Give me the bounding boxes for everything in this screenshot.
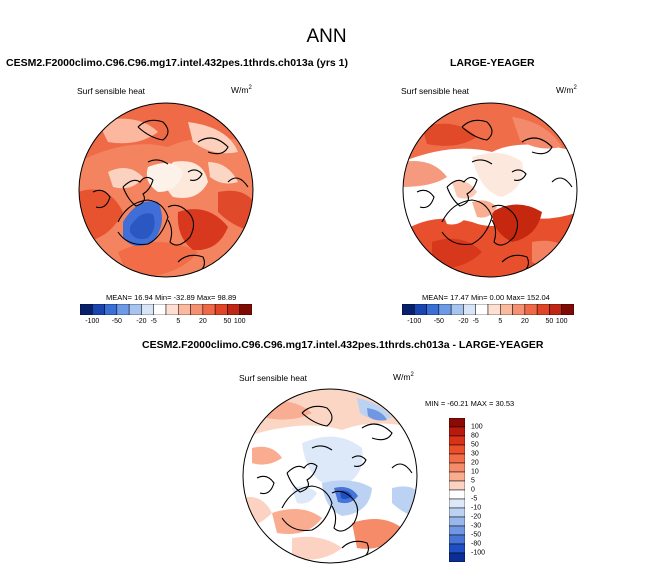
colorbar-swatch <box>202 304 216 315</box>
colorbar-swatch <box>449 489 465 500</box>
left-stats: MEAN= 16.94 Min= -32.89 Max= 98.89 <box>106 293 237 302</box>
colorbar-swatch <box>449 543 465 554</box>
colorbar-swatch <box>414 304 427 315</box>
colorbar-tick-label: 20 <box>471 459 479 467</box>
colorbar-tick-label: 10 <box>471 468 479 476</box>
colorbar-swatch <box>449 507 465 518</box>
colorbar-swatch <box>227 304 240 315</box>
colorbar-swatch <box>449 516 465 527</box>
right-variable-label: Surf sensible heat <box>401 86 470 96</box>
colorbar-tick-label: -20 <box>458 318 469 325</box>
diff-stats: MIN = -60.21 MAX = 30.53 <box>425 399 515 408</box>
colorbar-tick-label: 50 <box>223 318 232 325</box>
colorbar-tick-label: -80 <box>471 540 482 548</box>
colorbar-tick-label: 100 <box>555 318 568 325</box>
left-panel-title: CESM2.F2000climo.C96.C96.mg17.intel.432p… <box>6 57 348 69</box>
colorbar-swatch <box>500 304 513 315</box>
colorbar-tick-label: 50 <box>471 441 479 449</box>
colorbar-swatch <box>128 304 142 315</box>
right-panel-title: LARGE-YEAGER <box>450 57 535 69</box>
left-colorbar <box>80 304 252 315</box>
colorbar-tick-label: 30 <box>471 450 479 458</box>
colorbar-tick-label: 0 <box>471 486 475 494</box>
colorbar-tick-label: 20 <box>520 318 529 325</box>
colorbar-tick-label: -5 <box>150 318 157 325</box>
colorbar-swatch <box>449 418 465 428</box>
page-title: ANN <box>306 26 347 47</box>
colorbar-tick-label: -100 <box>85 318 100 325</box>
colorbar-swatch <box>449 435 465 446</box>
colorbar-swatch <box>450 304 464 315</box>
colorbar-swatch <box>165 304 179 315</box>
colorbar-tick-label: 80 <box>471 432 479 440</box>
colorbar-swatch <box>153 304 167 315</box>
colorbar-tick-label: 5 <box>176 318 181 325</box>
diff-variable-label: Surf sensible heat <box>239 373 308 383</box>
colorbar-swatch <box>104 304 118 315</box>
colorbar-tick-label: 50 <box>545 318 554 325</box>
colorbar-swatch <box>92 304 105 315</box>
colorbar-swatch <box>438 304 452 315</box>
colorbar-swatch <box>487 304 501 315</box>
diff-units-label: W/m2 <box>393 372 414 382</box>
colorbar-tick-label: -5 <box>471 495 478 503</box>
colorbar-swatch <box>449 444 465 455</box>
diff-polar-map <box>242 388 418 564</box>
colorbar-swatch <box>549 304 562 315</box>
colorbar-swatch <box>524 304 538 315</box>
left-variable-label: Surf sensible heat <box>77 86 146 96</box>
colorbar-swatch <box>449 525 465 536</box>
colorbar-tick-label: 20 <box>198 318 207 325</box>
colorbar-swatch <box>449 426 465 437</box>
colorbar-swatch <box>449 498 465 509</box>
colorbar-swatch <box>141 304 154 315</box>
colorbar-swatch <box>190 304 204 315</box>
colorbar-tick-label: 100 <box>233 318 246 325</box>
colorbar-tick-label: -100 <box>471 549 486 557</box>
right-colorbar-labels: -100 -50 -20 -5 5 20 50 100 <box>402 318 574 328</box>
colorbar-tick-label: 100 <box>471 423 483 431</box>
colorbar-tick-label: -50 <box>471 531 482 539</box>
colorbar-swatch <box>449 453 465 464</box>
colorbar-swatch <box>116 304 130 315</box>
colorbar-swatch <box>475 304 489 315</box>
diff-colorbar <box>449 418 465 562</box>
colorbar-swatch <box>426 304 440 315</box>
left-units-label: W/m2 <box>231 85 252 95</box>
colorbar-tick-label: -20 <box>136 318 147 325</box>
colorbar-swatch <box>80 304 93 315</box>
colorbar-tick-label: -10 <box>471 504 482 512</box>
colorbar-tick-label: -5 <box>472 318 479 325</box>
colorbar-swatch <box>449 462 465 473</box>
colorbar-swatch <box>463 304 476 315</box>
colorbar-swatch <box>449 552 465 562</box>
colorbar-tick-label: -100 <box>407 318 422 325</box>
colorbar-swatch <box>239 304 252 315</box>
colorbar-tick-label: -50 <box>111 318 122 325</box>
left-colorbar-labels: -100 -50 -20 -5 5 20 50 100 <box>80 318 252 328</box>
diff-panel-title: CESM2.F2000climo.C96.C96.mg17.intel.432p… <box>142 339 544 351</box>
colorbar-tick-label: 5 <box>471 477 475 485</box>
colorbar-swatch <box>536 304 550 315</box>
colorbar-swatch <box>449 534 465 545</box>
right-colorbar <box>402 304 574 315</box>
right-units-label: W/m2 <box>556 85 577 95</box>
colorbar-swatch <box>449 471 465 482</box>
right-polar-map <box>402 102 578 278</box>
colorbar-swatch <box>512 304 526 315</box>
colorbar-swatch <box>449 480 465 491</box>
colorbar-tick-label: 5 <box>498 318 503 325</box>
colorbar-tick-label: -30 <box>471 522 482 530</box>
colorbar-swatch <box>214 304 228 315</box>
colorbar-tick-label: -20 <box>471 513 482 521</box>
colorbar-swatch <box>178 304 191 315</box>
right-stats: MEAN= 17.47 Min= 0.00 Max= 152.04 <box>422 293 550 302</box>
colorbar-swatch <box>402 304 415 315</box>
colorbar-swatch <box>561 304 574 315</box>
colorbar-tick-label: -50 <box>433 318 444 325</box>
diff-colorbar-labels: 100 80 50 30 20 10 5 0 -5 -10 -20 -30 -50 -80 -100 <box>471 418 501 562</box>
left-polar-map <box>78 102 254 278</box>
